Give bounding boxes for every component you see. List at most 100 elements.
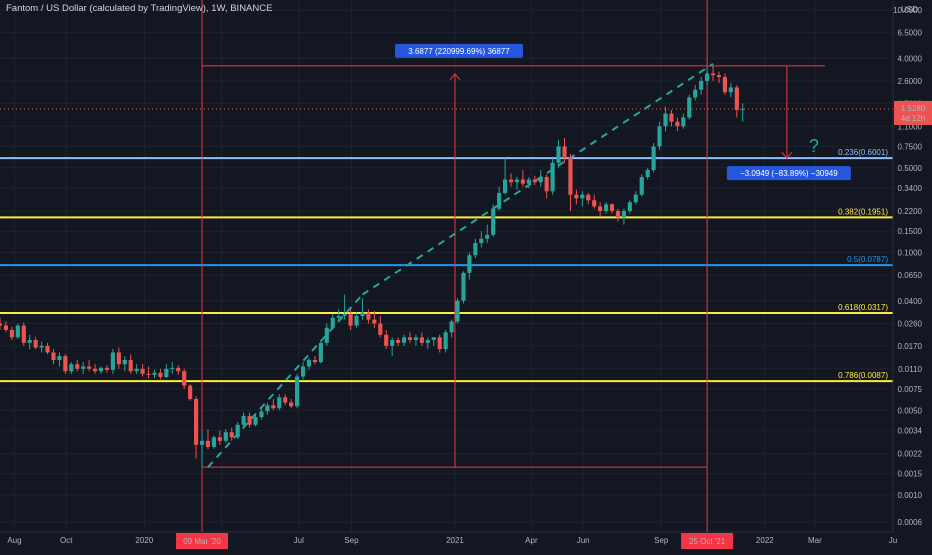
candle-body	[116, 352, 121, 365]
candle-body	[675, 121, 680, 127]
candle-body	[45, 345, 50, 353]
price-tick-label: 0.0050	[898, 406, 923, 415]
candle-body	[461, 272, 466, 301]
candle-body	[508, 179, 514, 183]
fib-level-label: 0.5(0.0787)	[847, 255, 888, 264]
price-tick-label: 0.0022	[898, 450, 923, 459]
price-tick-label: 0.0110	[898, 365, 922, 374]
time-tick-label: Jun	[577, 536, 590, 545]
price-tick-label: 6.5000	[898, 29, 923, 38]
candle-body	[110, 352, 115, 370]
candle-body	[651, 146, 656, 170]
candle-body	[277, 397, 282, 409]
candle-body	[259, 411, 264, 418]
candle-body	[318, 342, 323, 363]
candle-body	[27, 340, 32, 343]
candle-body	[609, 204, 615, 212]
date-highlight-box	[176, 533, 229, 549]
candle-body	[170, 367, 175, 369]
candle-body	[728, 87, 733, 93]
candle-body	[330, 317, 335, 328]
price-tick-label: 0.0015	[898, 470, 923, 479]
candle-body	[705, 73, 710, 81]
candle-body	[734, 87, 739, 110]
candle-body	[699, 80, 704, 90]
time-tick-label: Mar	[808, 536, 822, 545]
measure-down-badge-text: −3.0949 (−83.89%) −30949	[740, 169, 838, 178]
price-tick-label: 0.1500	[898, 227, 923, 236]
candle-body	[253, 417, 258, 425]
chart-title: Fantom / US Dollar (calculated by Tradin…	[6, 3, 273, 14]
price-tick-label: 0.0034	[898, 427, 923, 436]
candle-body	[716, 75, 722, 78]
candle-body	[283, 397, 288, 403]
candle-body	[211, 437, 216, 447]
candle-body	[182, 371, 187, 386]
candle-body	[431, 337, 436, 341]
countdown-value: 4d 12h	[901, 114, 925, 123]
fib-retracement[interactable]: 0.236(0.6001) 0.382(0.1951) 0.5(0.0787) 0.6…	[0, 148, 893, 383]
candle-body	[467, 255, 472, 273]
candle-body	[520, 179, 525, 184]
candle-body	[514, 179, 520, 183]
price-tick-label: 0.0170	[898, 342, 923, 351]
candle-body	[598, 206, 603, 212]
candle-body	[633, 194, 638, 203]
date-highlight-label: 25 Oct '21	[689, 537, 726, 546]
candle-body	[0, 323, 3, 326]
candle-body	[378, 323, 383, 335]
candle-body	[57, 356, 62, 361]
price-axis[interactable]: USD15.000010.00006.50004.00002.60001.700…	[892, 0, 932, 550]
candle-body	[360, 312, 365, 316]
candle-body	[63, 356, 68, 372]
candle-body	[265, 405, 270, 412]
price-tick-label: 0.0006	[898, 518, 923, 527]
date-highlight-box	[681, 533, 734, 549]
time-tick-label: Oct	[60, 536, 73, 545]
candle-body	[419, 337, 424, 343]
candle-body	[235, 424, 240, 438]
candle-body	[3, 325, 9, 330]
candle-body	[217, 437, 222, 441]
time-tick-label: Sep	[344, 536, 359, 545]
candle-body	[241, 415, 246, 425]
price-tick-label: 0.7500	[898, 142, 923, 151]
candle-body	[532, 179, 537, 183]
candle-body	[146, 373, 151, 375]
candle-body	[140, 368, 145, 374]
measure-up-badge[interactable]: 3.6877 (220999.69%) 36877	[394, 43, 523, 58]
candle-body	[592, 200, 597, 207]
candle-body	[15, 325, 20, 338]
candle-body	[312, 360, 318, 363]
candle-body	[562, 146, 567, 159]
time-tick-label: Apr	[525, 536, 538, 545]
candle-body	[92, 368, 98, 372]
candle-body	[39, 345, 44, 348]
candle-body	[87, 366, 92, 369]
time-axis[interactable]: AugOct2020AprJulSep2021AprJunSep2022MarJ…	[0, 531, 932, 550]
candle-body	[396, 340, 401, 343]
measure-down-badge[interactable]: −3.0949 (−83.89%) −30949	[726, 166, 851, 181]
candle-body	[455, 300, 460, 322]
candle-body	[538, 176, 543, 183]
candle-body	[407, 337, 413, 341]
candle-body	[491, 208, 496, 235]
price-tick-label: 0.0260	[898, 319, 923, 328]
price-tick-label: 0.5000	[898, 164, 923, 173]
candle-body	[443, 332, 448, 350]
candle-body	[223, 432, 228, 441]
annotations[interactable]: 3.6877 (220999.69%) 36877 −3.0949 (−83.89…	[394, 43, 851, 181]
price-tick-label: 2.6000	[898, 77, 923, 86]
candles	[0, 65, 745, 468]
candle-body	[9, 329, 14, 338]
candle-body	[176, 367, 181, 372]
candle-body	[722, 77, 728, 93]
time-tick-label: Ju	[889, 536, 897, 545]
candle-body	[401, 337, 407, 343]
candle-body	[247, 415, 252, 425]
candle-body	[544, 176, 549, 192]
price-tick-label: 0.0010	[898, 491, 923, 500]
trend-line[interactable]	[361, 62, 714, 296]
